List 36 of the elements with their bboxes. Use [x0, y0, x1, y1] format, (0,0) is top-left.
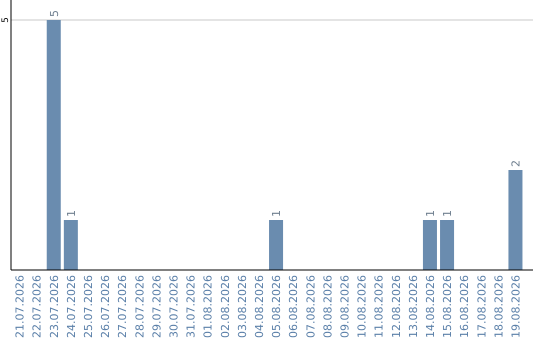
data-label: 2 — [509, 160, 522, 167]
x-tick-label: 26.07.2026 — [99, 275, 112, 338]
x-tick-label: 09.08.2026 — [338, 275, 352, 338]
x-tick-label: 13.08.2026 — [406, 275, 420, 338]
x-tick-label: 11.08.2026 — [372, 275, 386, 338]
x-tick-label: 16.08.2026 — [458, 275, 472, 338]
data-label: 1 — [64, 210, 78, 217]
x-tick-label: 24.07.2026 — [64, 275, 78, 338]
x-tick-label: 29.07.2026 — [150, 275, 164, 338]
x-tick-label: 07.08.2026 — [304, 275, 318, 338]
x-tick-label: 04.08.2026 — [252, 275, 266, 338]
x-tick-label: 14.08.2026 — [424, 275, 437, 338]
x-tick-label: 12.08.2026 — [390, 275, 403, 338]
x-tick-label: 01.08.2026 — [202, 275, 215, 338]
x-tick-label: 08.08.2026 — [321, 275, 334, 338]
data-label: 5 — [48, 10, 61, 17]
data-label: 1 — [270, 210, 284, 217]
x-tick-label: 31.07.2026 — [184, 275, 198, 338]
x-tick-label: 17.08.2026 — [475, 275, 488, 338]
x-tick-label: 30.07.2026 — [167, 275, 180, 338]
x-tick-label: 28.07.2026 — [133, 275, 146, 338]
x-tick-label: 21.07.2026 — [14, 275, 27, 338]
data-label: 1 — [441, 210, 454, 217]
x-tick-label: 10.08.2026 — [356, 275, 369, 338]
data-label: 1 — [424, 210, 437, 217]
x-tick-label: 18.08.2026 — [492, 275, 506, 338]
x-tick-label: 22.07.2026 — [30, 275, 44, 338]
x-tick-label: 23.07.2026 — [48, 275, 61, 338]
x-tick-label: 25.07.2026 — [82, 275, 95, 338]
x-tick-label: 06.08.2026 — [287, 275, 300, 338]
x-tick-label: 15.08.2026 — [441, 275, 454, 338]
x-tick-label: 05.08.2026 — [270, 275, 284, 338]
x-tick-label: 19.08.2026 — [509, 275, 522, 338]
x-tick-label: 27.07.2026 — [116, 275, 130, 338]
x-tick-label: 03.08.2026 — [236, 275, 249, 338]
x-tick-label: 02.08.2026 — [218, 275, 232, 338]
